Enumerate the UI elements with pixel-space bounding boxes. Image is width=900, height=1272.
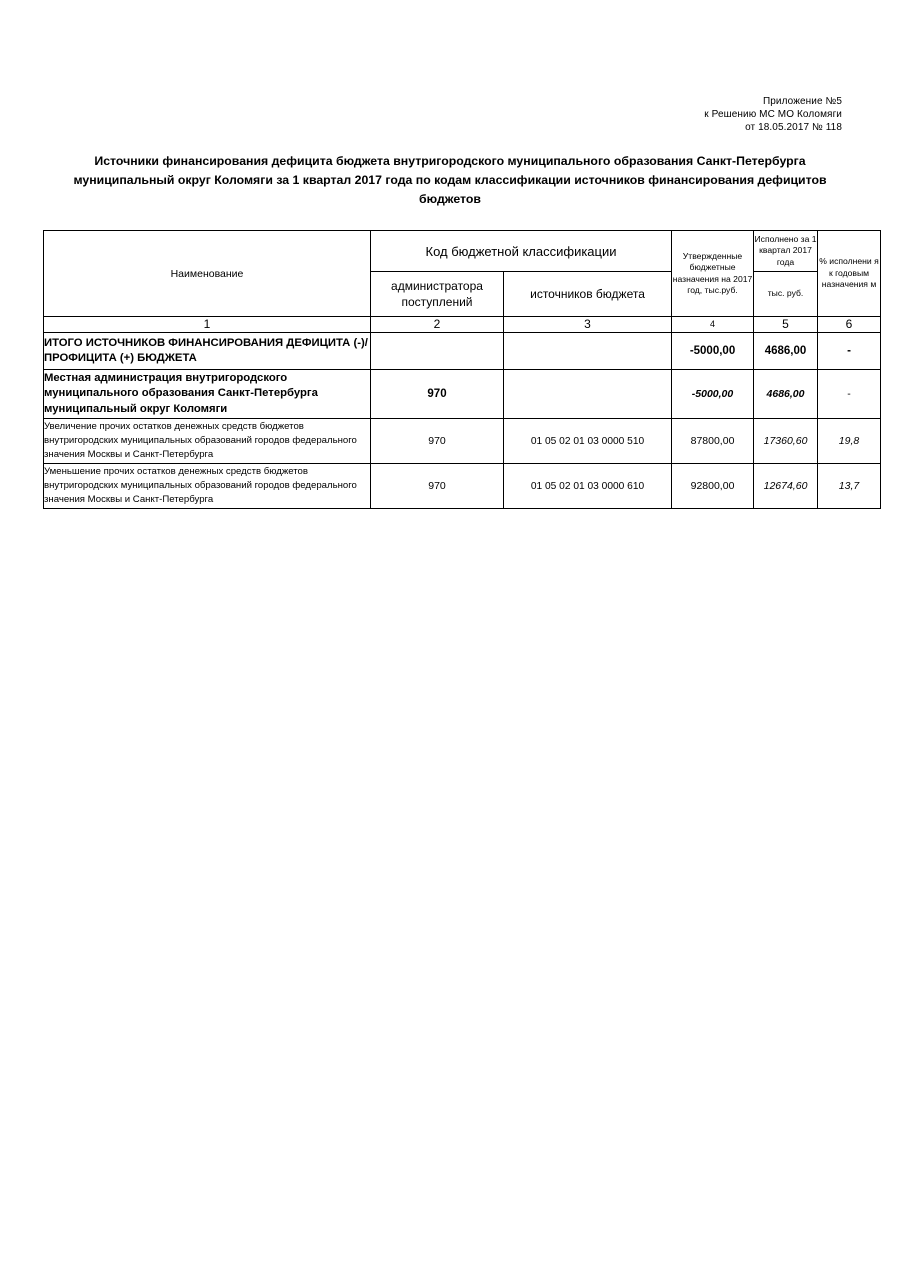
page-title: Источники финансирования дефицита бюджет… (48, 152, 852, 209)
row-1-percent: - (817, 369, 882, 419)
row-2-approved: 87800,00 (671, 418, 755, 464)
appendix-date: от 18.05.2017 № 118 (745, 122, 842, 133)
row-1-source (502, 369, 673, 419)
header-kbk-group: Код бюджетной классификации (369, 230, 673, 272)
row-2-name: Увеличение прочих остатков денежных сред… (43, 418, 371, 464)
row-3-admin: 970 (370, 463, 504, 509)
row-0-source (502, 332, 673, 370)
title-line-1: Источники финансирования дефицита бюджет… (94, 154, 806, 168)
table-header-row-1: Наименование Код бюджетной классификации… (43, 230, 882, 317)
col-number-4: 4 (671, 316, 755, 333)
row-1-name: Местная администрация внутригородского м… (43, 369, 371, 419)
appendix-reference: Приложение №5 к Решению МС МО Коломяги о… (704, 95, 842, 134)
col-number-3: 3 (502, 316, 673, 333)
appendix-decision: к Решению МС МО Коломяги (704, 109, 842, 120)
col-number-6: 6 (817, 316, 882, 333)
table-header-row-2: администратора поступлений источников бю… (44, 271, 881, 317)
table-row: ИТОГО ИСТОЧНИКОВ ФИНАНСИРОВАНИЯ ДЕФИЦИТА… (43, 332, 882, 370)
col-number-1: 1 (43, 316, 371, 333)
title-line-3: бюджетов (419, 192, 481, 206)
title-line-2: муниципальный округ Коломяги за 1 кварта… (73, 173, 827, 187)
row-0-approved: -5000,00 (671, 332, 755, 370)
header-approved: Утвержденные бюджетные назначения на 201… (671, 230, 755, 317)
row-3-name: Уменьшение прочих остатков денежных сред… (43, 463, 371, 509)
table-row: Местная администрация внутригородского м… (43, 369, 882, 419)
budget-sources-table: Наименование Код бюджетной классификации… (43, 230, 882, 509)
row-2-admin: 970 (370, 418, 504, 464)
table-row: Увеличение прочих остатков денежных сред… (43, 418, 882, 464)
row-0-percent: - (817, 332, 882, 370)
header-percent: % исполнени я к годовым назначения м (817, 230, 882, 317)
row-1-executed: 4686,00 (753, 369, 819, 419)
header-executed-units: тыс. руб. (753, 271, 819, 317)
row-2-executed: 17360,60 (753, 418, 819, 464)
header-name: Наименование (43, 230, 371, 317)
row-1-admin: 970 (370, 369, 504, 419)
row-0-name: ИТОГО ИСТОЧНИКОВ ФИНАНСИРОВАНИЯ ДЕФИЦИТА… (43, 332, 371, 370)
col-number-2: 2 (370, 316, 504, 333)
col-number-5: 5 (753, 316, 819, 333)
row-3-percent: 13,7 (817, 463, 882, 509)
row-2-source: 01 05 02 01 03 0000 510 (502, 418, 673, 464)
appendix-number: Приложение №5 (762, 96, 842, 107)
table-row: Уменьшение прочих остатков денежных сред… (43, 463, 882, 509)
header-kbk-source: источников бюджета (502, 271, 673, 317)
header-executed-top: Исполнено за 1 квартал 2017 года (753, 230, 819, 272)
row-3-executed: 12674,60 (753, 463, 819, 509)
header-kbk-admin: администратора поступлений (370, 271, 504, 317)
row-2-percent: 19,8 (817, 418, 882, 464)
row-0-executed: 4686,00 (753, 332, 819, 370)
row-1-approved: -5000,00 (671, 369, 755, 419)
row-3-approved: 92800,00 (671, 463, 755, 509)
table-column-number-row: 1 2 3 4 5 6 (43, 316, 882, 333)
row-0-admin (370, 332, 504, 370)
budget-table-wrapper: Наименование Код бюджетной классификации… (43, 230, 882, 509)
row-3-source: 01 05 02 01 03 0000 610 (502, 463, 673, 509)
